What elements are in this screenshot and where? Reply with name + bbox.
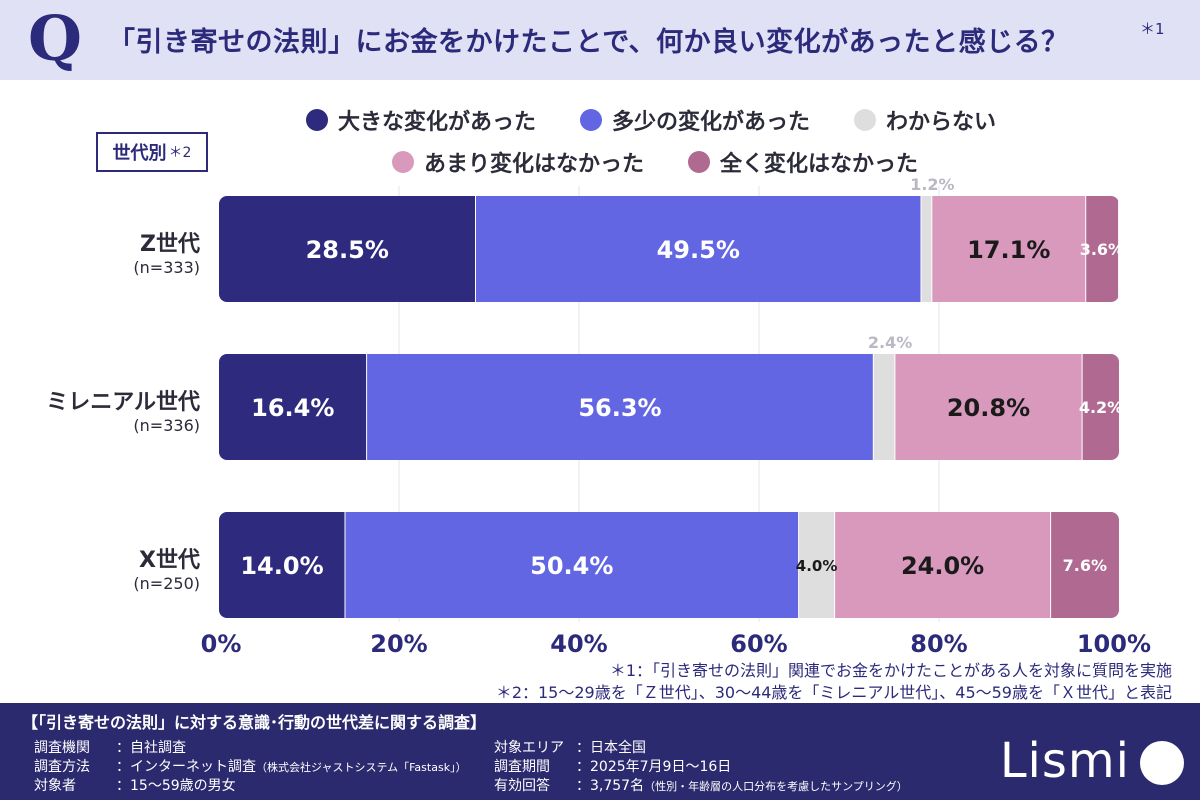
survey-info-key: 調査機関 [34,740,90,756]
legend-dot-icon [688,151,711,173]
bar-segment [219,196,476,302]
group-tag-label: 世代別 [112,143,167,164]
x-tick-label: 20% [370,630,427,658]
legend-label: 多少の変化があった [612,110,811,135]
question-note-mark: ＊1 [1140,20,1165,38]
bar-segment [219,354,367,460]
bar-segment [1085,196,1119,302]
cat-mascot-icon [1140,741,1184,785]
q-mark-icon: Q [28,2,83,75]
data-label: 50.4% [530,552,613,580]
survey-info-small: （性別・年齢層の人口分布を考慮したサンプリング） [644,780,908,793]
legend-item: わからない [854,104,996,136]
legend-item: 多少の変化があった [580,104,810,136]
survey-info-row: 対象者 ：15〜59歳の男女 [34,775,236,795]
bar-row [219,196,1119,302]
bar-segment [798,512,835,618]
survey-info-key: 対象者 [34,778,76,794]
data-label: 1.2% [910,175,954,194]
legend-item: 全く変化はなかった [688,146,918,178]
data-label: 2.4% [868,333,912,352]
legend-dot-icon [580,109,603,131]
data-label: 4.0% [796,557,838,575]
legend-item: 大きな変化があった [306,104,536,136]
survey-info-value: ：3,757名 [576,778,645,794]
bar-segment [921,196,932,302]
footnote-1: ＊1：「引き寄せの法則」関連でお金をかけたことがある人を対象に質問を実施 [609,661,1172,680]
category-label: Z世代 [140,232,200,257]
data-label: 4.2% [1079,398,1123,417]
legend-row-1: 大きな変化があった 多少の変化があった わからない [306,104,996,136]
bar-segment [1050,512,1119,618]
data-label: 20.8% [947,394,1030,422]
survey-info-key: 対象エリア [494,740,564,756]
bar-row [219,354,1119,460]
x-tick-label: 100% [1077,630,1151,658]
category-label: X世代 [139,548,200,573]
bar-segment [345,512,799,618]
survey-info-row: 調査期間 ：2025年7月9日〜16日 [494,756,731,776]
data-label: 16.4% [251,394,334,422]
bar-segment [931,196,1086,302]
survey-info-key: 調査方法 [34,759,90,775]
survey-info-row: 調査機関 ：自社調査 [34,737,186,757]
legend-dot-icon [392,151,414,173]
group-tag-note: ＊2 [168,145,192,161]
legend-row-2: あまり変化はなかった 全く変化はなかった [392,146,918,178]
category-n-label: (n=336) [133,416,200,435]
data-label: 49.5% [657,236,740,264]
survey-info-small: （株式会社ジャストシステム「Fastask」） [256,761,467,774]
stacked-bar-chart: 28.5% 49.5% 1.2% 17.1% 3.6% Z世代(n=333) 16.4% 56… [46,175,1151,658]
data-label: 56.3% [578,394,661,422]
legend-label: わからない [886,110,997,135]
lismi-logo: Lismi [999,733,1130,789]
group-tag: 世代別 ＊2 [96,132,208,172]
bar-segment [834,512,1051,618]
survey-info-value: ：日本全国 [576,740,646,756]
bar-segment [219,512,345,618]
data-label: 7.6% [1063,556,1107,575]
data-label: 17.1% [967,236,1050,264]
legend-item: あまり変化はなかった [392,146,644,178]
survey-info-row: 有効回答 ：3,757名（性別・年齢層の人口分布を考慮したサンプリング） [494,775,908,795]
category-n-label: (n=333) [133,258,200,277]
legend-label: あまり変化はなかった [424,152,645,177]
survey-info-value: ：インターネット調査 [116,759,256,775]
bar-segment [873,354,895,460]
data-label: 28.5% [306,236,389,264]
bar-segment [894,354,1083,460]
legend-dot-icon [306,109,328,131]
question-text: 「引き寄せの法則」にお金をかけたことで、何か良い変化があったと感じる？ [108,27,1069,58]
x-tick-label: 40% [550,630,607,658]
survey-info-row: 調査方法 ：インターネット調査（株式会社ジャストシステム「Fastask」） [34,756,467,776]
x-tick-label: 0% [201,630,242,658]
question-header: Q 「引き寄せの法則」にお金をかけたことで、何か良い変化があったと感じる？ ＊1 [0,0,1200,80]
bar-segment [1082,354,1119,460]
survey-info-value: ：自社調査 [116,740,186,756]
data-label: 14.0% [240,552,323,580]
footnote-2: ＊2：15〜29歳を「Ｚ世代」、30〜44歳を「ミレニアル世代」、45〜59歳を… [495,683,1172,702]
survey-info-key: 有効回答 [494,778,550,794]
legend-label: 全く変化はなかった [720,152,919,177]
legend-dot-icon [854,109,877,131]
bar-row [219,512,1119,618]
category-label: ミレニアル世代 [46,390,200,415]
data-label: 24.0% [901,552,984,580]
bar-segment [475,196,921,302]
data-label: 3.6% [1080,240,1124,259]
legend-label: 大きな変化があった [338,110,537,135]
category-n-label: (n=250) [133,574,200,593]
survey-info-key: 調査期間 [494,759,550,775]
x-tick-label: 80% [910,630,967,658]
survey-info-value: ：2025年7月9日〜16日 [576,759,732,775]
survey-info-value: ：15〜59歳の男女 [116,778,236,794]
bar-segment [366,354,874,460]
survey-info-row: 対象エリア ：日本全国 [494,737,646,757]
survey-title: 【「引き寄せの法則」に対する意識･行動の世代差に関する調査】 [22,713,487,732]
survey-footer: 【「引き寄せの法則」に対する意識･行動の世代差に関する調査】 調査機関 ：自社調査… [0,703,1200,800]
x-tick-label: 60% [730,630,787,658]
